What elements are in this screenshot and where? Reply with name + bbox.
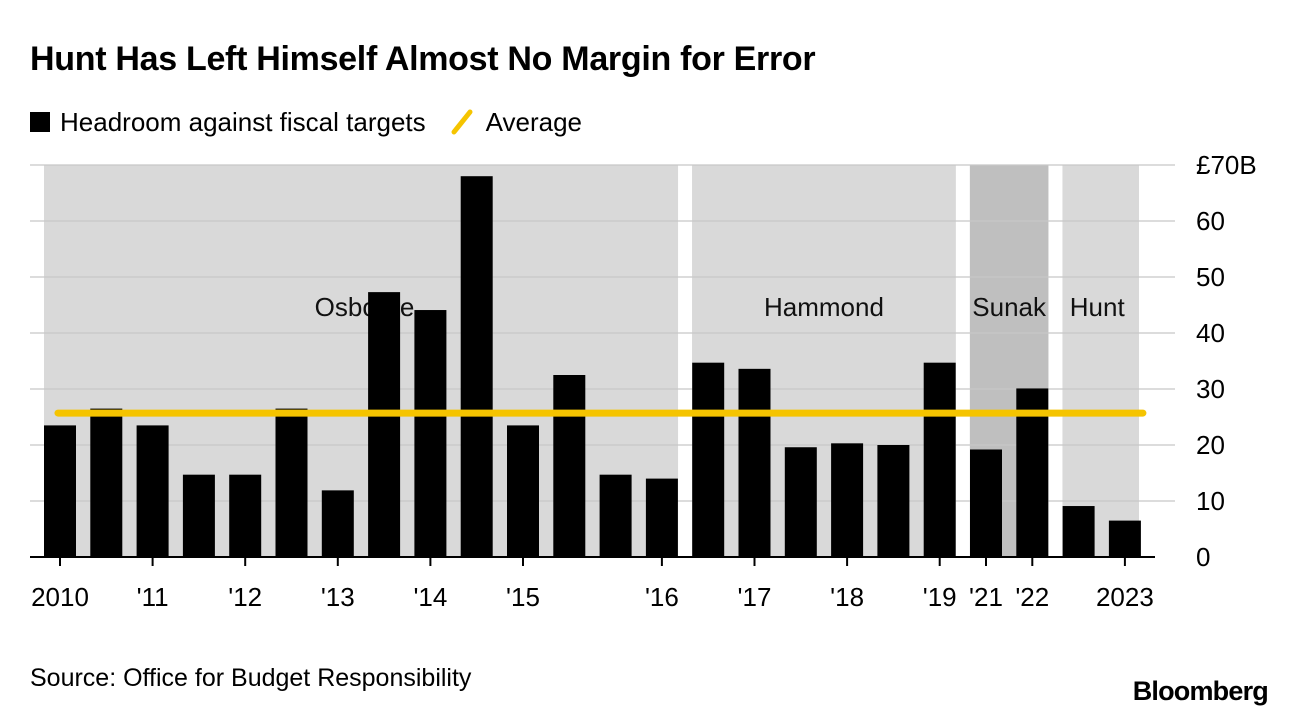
bar-11: [553, 375, 586, 557]
legend: Headroom against fiscal targets Average: [30, 106, 604, 138]
y-tick-label-60: 60: [1196, 206, 1225, 236]
bar-15: [738, 368, 771, 557]
legend-label-headroom: Headroom against fiscal targets: [60, 106, 426, 137]
x-tick-label-0: 2010: [31, 582, 89, 612]
period-band-hunt: [1062, 165, 1139, 557]
x-tick-label-21: '22: [1015, 582, 1049, 612]
legend-swatch-bar: [30, 112, 50, 132]
x-tick-label-6: '13: [321, 582, 355, 612]
period-label-sunak: Sunak: [972, 292, 1047, 322]
y-tick-label-40: 40: [1196, 318, 1225, 348]
bar-0: [44, 425, 76, 557]
x-tick-label-15: '17: [738, 582, 772, 612]
x-tick-label-8: '14: [413, 582, 447, 612]
x-tick-label-19: '19: [923, 582, 957, 612]
x-tick-label-17: '18: [830, 582, 864, 612]
bar-1: [90, 408, 123, 557]
period-label-hunt: Hunt: [1070, 292, 1126, 322]
period-label-hammond: Hammond: [764, 292, 884, 322]
x-tick-label-20: '21: [969, 582, 1003, 612]
bar-2: [136, 425, 169, 557]
bar-16: [784, 447, 817, 557]
bar-14: [692, 362, 725, 557]
bar-4: [229, 474, 262, 557]
y-tick-label-50: 50: [1196, 262, 1225, 292]
y-tick-label-20: 20: [1196, 430, 1225, 460]
bar-9: [460, 176, 493, 557]
bar-6: [321, 490, 354, 557]
bar-13: [645, 478, 678, 557]
brand-logo: Bloomberg: [1132, 676, 1269, 706]
chart-title: Hunt Has Left Himself Almost No Margin f…: [30, 40, 816, 78]
legend-label-average: Average: [485, 106, 582, 137]
y-tick-label-10: 10: [1196, 486, 1225, 516]
x-tick-label-13: '16: [645, 582, 679, 612]
bar-8: [414, 310, 447, 557]
legend-swatch-average: [451, 109, 473, 135]
x-tick-label-2: '11: [137, 582, 169, 612]
bar-7: [368, 292, 401, 557]
bar-23: [1108, 520, 1141, 557]
bar-12: [599, 474, 632, 557]
bar-20: [970, 449, 1002, 557]
source-note: Source: Office for Budget Responsibility: [30, 664, 472, 692]
x-tick-label-10: '15: [506, 582, 540, 612]
period-band-hammond: [692, 165, 956, 557]
y-tick-label-30: 30: [1196, 374, 1225, 404]
y-tick-label-0: 0: [1196, 542, 1210, 572]
bar-3: [182, 474, 215, 557]
bar-18: [877, 445, 910, 557]
bar-19: [923, 362, 956, 557]
x-tick-label-4: '12: [228, 582, 262, 612]
legend-item-headroom: Headroom against fiscal targets: [30, 107, 426, 138]
bar-22: [1062, 506, 1095, 557]
bar-5: [275, 408, 308, 557]
legend-item-average: Average: [448, 107, 582, 138]
bar-17: [831, 443, 864, 557]
bar-10: [507, 425, 539, 557]
x-tick-label-23: 2023: [1096, 582, 1154, 612]
y-tick-label-70: £70B: [1196, 150, 1257, 180]
